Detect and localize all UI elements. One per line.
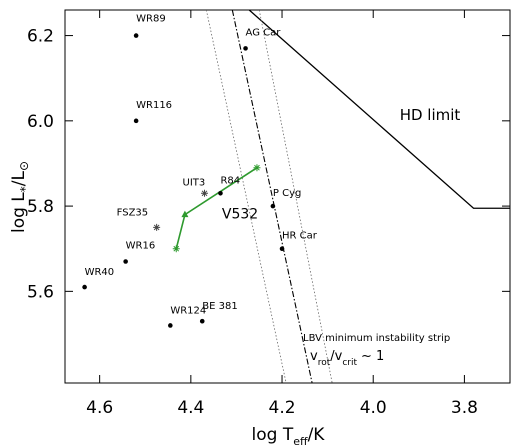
plot-frame	[64, 9, 511, 384]
y-label-sun: ⊙	[17, 161, 31, 171]
x-tick-label: 4.2	[269, 398, 296, 418]
point-label: WR124	[170, 305, 206, 316]
cond-sub2: crit	[342, 358, 357, 368]
x-label-sub: eff	[293, 435, 308, 446]
point	[133, 118, 139, 124]
cond-v2: /v	[330, 349, 342, 364]
point	[279, 246, 285, 252]
cond-sub: rot	[318, 358, 331, 368]
y-tick-label: 6.0	[27, 112, 54, 132]
x-tick-label: 4.4	[177, 398, 204, 418]
cond-v: v	[310, 349, 318, 364]
y-tick-label: 6.2	[27, 27, 54, 47]
point-label: WR40	[85, 267, 115, 278]
x-tick-label: 4.6	[86, 398, 113, 418]
y-tick-label: 5.6	[27, 282, 54, 302]
star-point	[201, 189, 209, 197]
hd-limit-line	[248, 10, 510, 209]
point	[168, 323, 173, 328]
y-label-main: log L	[9, 192, 29, 233]
point	[133, 33, 139, 38]
point-label: UIT3	[183, 177, 206, 188]
strip-line	[205, 10, 287, 383]
point-label: FSZ35	[117, 207, 149, 218]
x-tick-label: 3.8	[451, 398, 478, 418]
series-label: V532	[222, 207, 258, 223]
point-label: WR16	[126, 241, 156, 252]
point	[82, 284, 87, 290]
point	[123, 259, 128, 264]
point-label: AG Car	[246, 27, 282, 38]
track-point	[172, 245, 180, 253]
track-point	[253, 164, 261, 172]
point-label: R84	[220, 175, 240, 186]
y-tick-label: 5.8	[27, 197, 54, 217]
point-label: BE 381	[202, 301, 237, 312]
point-label: HR Car	[282, 231, 318, 242]
track-point	[181, 210, 189, 218]
y-label-sub: *	[18, 186, 32, 192]
point	[270, 203, 276, 209]
strip-label: LBV minimum instability strip	[303, 333, 450, 344]
y-axis-label: log L*/L⊙	[9, 161, 32, 233]
point-label: WR116	[136, 100, 172, 111]
x-label-rest: /K	[308, 425, 326, 445]
point	[243, 46, 248, 51]
point	[218, 191, 223, 196]
hd-limit-label: HD limit	[400, 106, 461, 124]
strip-condition: vrot/vcrit ~ 1	[310, 349, 384, 368]
x-label-main: log T	[252, 425, 294, 445]
x-axis-label: log Teff/K	[252, 425, 326, 446]
x-tick-label: 4.0	[360, 398, 387, 418]
cond-rest: ~ 1	[361, 349, 384, 364]
y-label-rest: /L	[9, 171, 29, 187]
point-label: WR89	[136, 14, 166, 25]
point-label: P Cyg	[273, 188, 301, 199]
point	[199, 318, 205, 324]
star-point	[153, 223, 161, 231]
strip-line	[258, 10, 333, 383]
